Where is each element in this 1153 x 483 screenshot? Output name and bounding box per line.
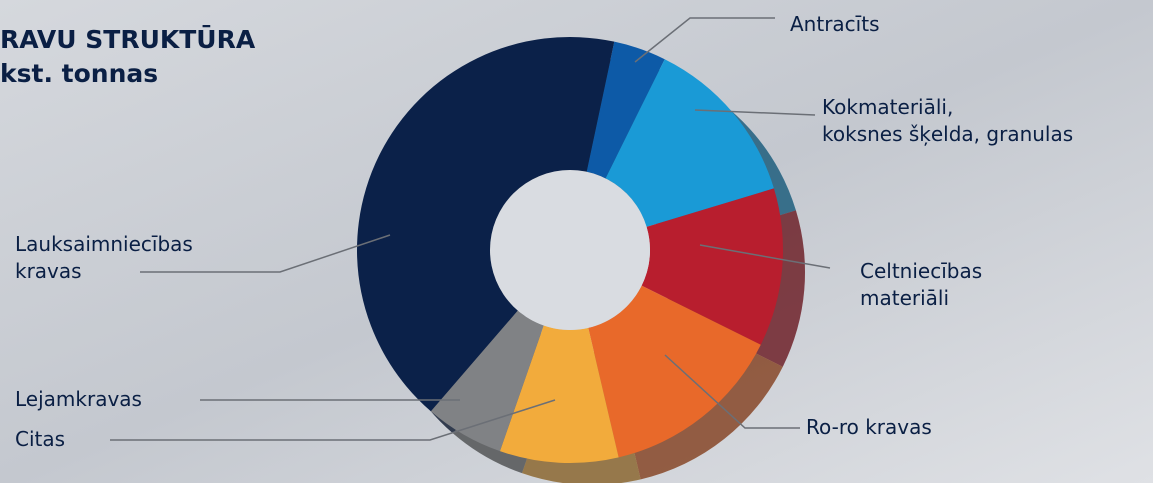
chart-title: RAVU STRUKTŪRA (0, 24, 256, 54)
leader-line (110, 399, 556, 441)
slice (586, 41, 665, 179)
category-label: Citas (15, 427, 65, 451)
slice (605, 59, 774, 227)
leader-line (634, 17, 775, 63)
category-label: Kokmateriāli, koksnes šķelda, granulas (822, 95, 1073, 146)
leader-line (699, 244, 831, 269)
category-label: Lauksaimniecības kravas (15, 232, 193, 283)
chart-subtitle: kst. tonnas (0, 59, 158, 88)
leader-line (694, 109, 816, 116)
slice (499, 325, 619, 463)
slice (356, 36, 615, 412)
category-label: Ro-ro kravas (806, 415, 932, 439)
slice (641, 188, 784, 345)
category-label: Celtniecības materiāli (860, 259, 982, 310)
category-label: Antracīts (790, 12, 880, 36)
slice (430, 310, 544, 452)
donut-hole (490, 170, 650, 330)
leader-line (664, 354, 800, 429)
category-label: Lejamkravas (15, 387, 142, 411)
leader-line (140, 234, 391, 273)
slice (588, 285, 761, 458)
